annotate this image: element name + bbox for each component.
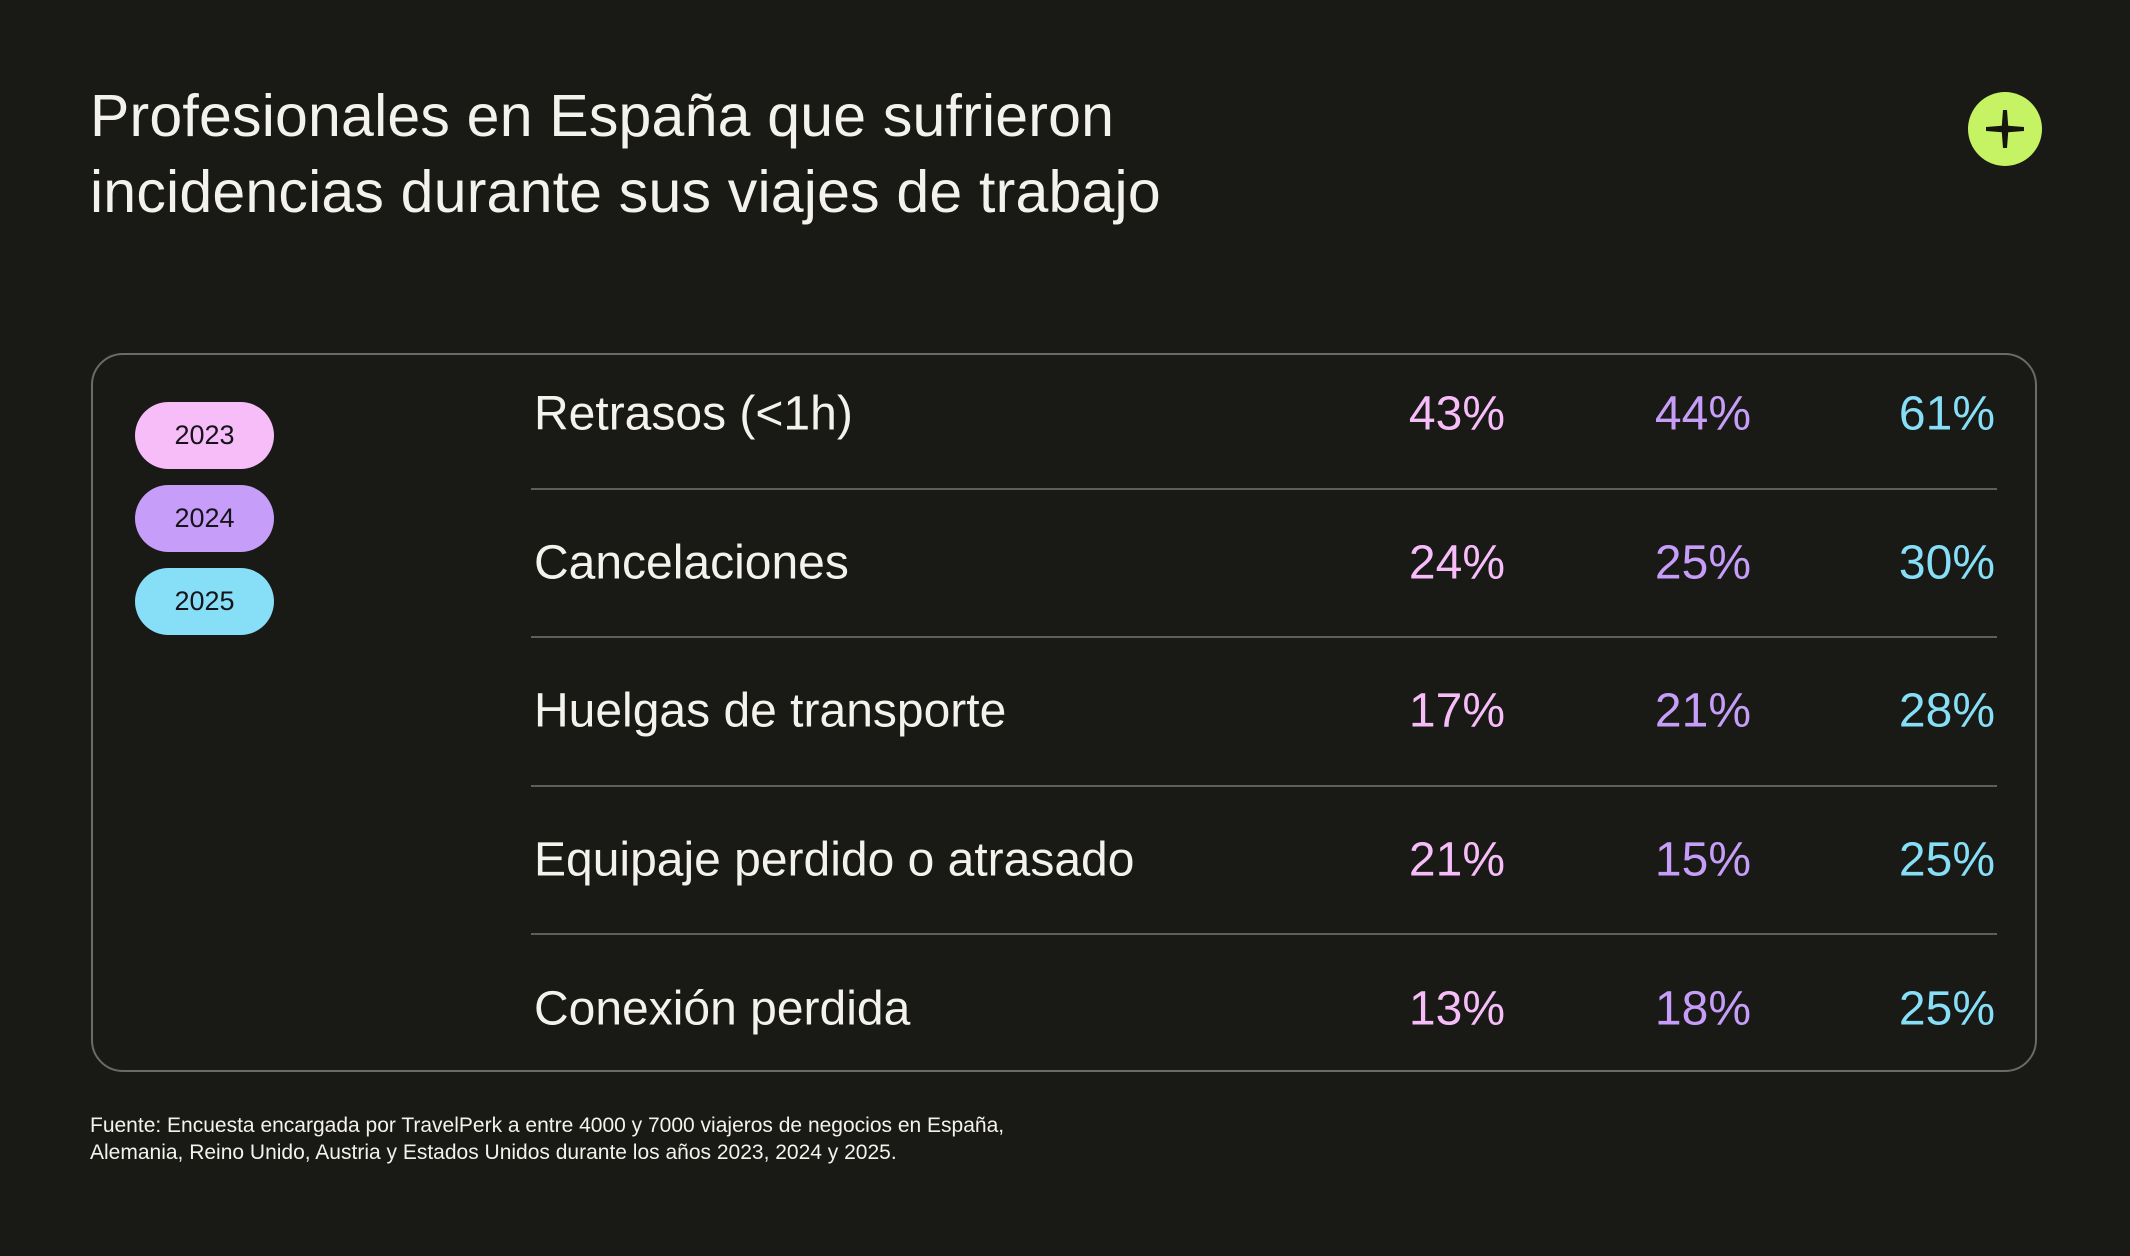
table-row: Conexión perdida 13% 18% 25% [531, 935, 1997, 1084]
row-label: Retrasos (<1h) [534, 387, 853, 441]
table-row: Cancelaciones 24% 25% 30% [531, 490, 1997, 638]
value-2023: 43% [1408, 387, 1505, 441]
value-2024: 15% [1654, 833, 1751, 887]
table-row: Retrasos (<1h) 43% 44% 61% [531, 341, 1997, 490]
title-line-2: incidencias durante sus viajes de trabaj… [90, 159, 1161, 225]
value-2025: 25% [1898, 982, 1995, 1036]
plus-button[interactable] [1968, 92, 2042, 166]
value-2024: 44% [1654, 387, 1751, 441]
plus-icon [1986, 110, 2024, 148]
value-2025: 28% [1898, 684, 1995, 738]
value-2023: 24% [1408, 536, 1505, 590]
row-label: Conexión perdida [534, 982, 911, 1036]
value-2025: 61% [1898, 387, 1995, 441]
data-table: Retrasos (<1h) 43% 44% 61% Cancelaciones 24% 2… [531, 341, 1997, 1084]
row-label: Huelgas de transporte [534, 684, 1007, 738]
footnote-line-1: Fuente: Encuesta encargada por TravelPer… [90, 1114, 1005, 1137]
legend-pill-2024[interactable]: 2024 [135, 485, 274, 552]
value-2024: 21% [1654, 684, 1751, 738]
table-row: Equipaje perdido o atrasado 21% 15% 25% [531, 787, 1997, 935]
legend-pill-2023[interactable]: 2023 [135, 402, 274, 469]
value-2023: 21% [1408, 833, 1505, 887]
footnote-line-2: Alemania, Reino Unido, Austria y Estados… [90, 1141, 897, 1164]
value-2025: 25% [1898, 833, 1995, 887]
value-2024: 18% [1654, 982, 1751, 1036]
value-2025: 30% [1898, 536, 1995, 590]
legend: 2023 2024 2025 [135, 402, 274, 651]
table-row: Huelgas de transporte 17% 21% 28% [531, 638, 1997, 787]
page-title: Profesionales en España que sufrieron in… [90, 78, 1590, 230]
title-line-1: Profesionales en España que sufrieron [90, 83, 1115, 149]
value-2024: 25% [1654, 536, 1751, 590]
data-panel [91, 353, 2037, 1072]
value-2023: 13% [1408, 982, 1505, 1036]
value-2023: 17% [1408, 684, 1505, 738]
row-label: Cancelaciones [534, 536, 849, 590]
legend-pill-2025[interactable]: 2025 [135, 568, 274, 635]
row-label: Equipaje perdido o atrasado [534, 833, 1135, 887]
source-footnote: Fuente: Encuesta encargada por TravelPer… [90, 1112, 1290, 1166]
